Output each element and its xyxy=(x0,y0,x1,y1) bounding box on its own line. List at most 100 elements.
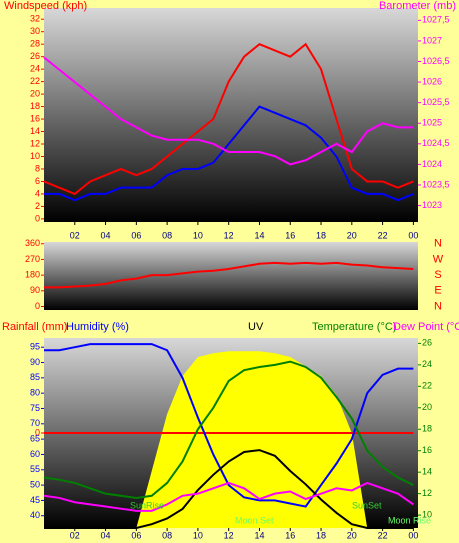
x-tick-label: 00 xyxy=(408,530,418,540)
x-tick-label: 20 xyxy=(347,230,357,240)
x-tick-label: 22 xyxy=(378,530,388,540)
y-tick-label: 270 xyxy=(25,254,40,264)
y2-tick-label: 20 xyxy=(422,402,432,412)
y-tick-label: 32 xyxy=(30,14,40,24)
annotation: Moon Rise xyxy=(388,515,431,525)
rain-tick-label: 0 xyxy=(35,427,40,437)
x-tick-label: 10 xyxy=(193,230,203,240)
y-tick-label: 0 xyxy=(35,301,40,311)
y-tick-label: 20 xyxy=(30,88,40,98)
barometer-label: Barometer (mb) xyxy=(379,0,456,12)
series-line xyxy=(43,56,414,166)
x-tick-label: 06 xyxy=(131,230,141,240)
y-tick-label: 75 xyxy=(30,403,40,413)
x-tick-label: 12 xyxy=(224,530,234,540)
y-tick-label: 45 xyxy=(30,495,40,505)
compass-label: S xyxy=(434,269,441,281)
y-tick-label: 4 xyxy=(35,188,40,198)
wind-label: Windspeed (kph) xyxy=(4,0,87,12)
panel-wind xyxy=(44,8,418,222)
x-tick-label: 22 xyxy=(378,230,388,240)
y2-tick-label: 1025 xyxy=(422,118,442,128)
y-tick-label: 28 xyxy=(30,39,40,49)
x-tick-label: 18 xyxy=(316,530,326,540)
y-tick-label: 90 xyxy=(30,357,40,367)
x-tick-label: 10 xyxy=(193,530,203,540)
series-label: Humidity (%) xyxy=(66,321,129,333)
x-tick-label: 12 xyxy=(224,230,234,240)
y-tick-label: 30 xyxy=(30,26,40,36)
y-tick-label: 90 xyxy=(30,285,40,295)
y2-tick-label: 24 xyxy=(422,359,432,369)
panel-direction xyxy=(44,242,418,310)
y2-tick-label: 12 xyxy=(422,488,432,498)
y2-tick-label: 1024 xyxy=(422,159,442,169)
series-line xyxy=(43,481,414,512)
y-tick-label: 360 xyxy=(25,238,40,248)
x-tick-label: 04 xyxy=(101,530,111,540)
y-tick-label: 14 xyxy=(30,126,40,136)
series-line xyxy=(43,360,414,499)
series-line xyxy=(43,42,414,196)
y2-tick-label: 1023,5 xyxy=(422,179,450,189)
y2-tick-label: 1025,5 xyxy=(422,97,450,107)
series-line xyxy=(44,105,414,202)
x-tick-label: 02 xyxy=(70,530,80,540)
y-tick-label: 0 xyxy=(35,213,40,223)
x-tick-label: 00 xyxy=(408,230,418,240)
x-tick-label: 04 xyxy=(101,230,111,240)
y2-tick-label: 16 xyxy=(422,445,432,455)
series-label: UV xyxy=(248,321,264,333)
compass-label: N xyxy=(434,300,442,312)
y2-tick-label: 1024,5 xyxy=(422,138,450,148)
y2-tick-label: 26 xyxy=(422,338,432,348)
y-tick-label: 24 xyxy=(30,64,40,74)
y2-tick-label: 1027 xyxy=(422,35,442,45)
y-tick-label: 6 xyxy=(35,176,40,186)
x-tick-label: 14 xyxy=(254,230,264,240)
compass-label: W xyxy=(433,253,444,265)
x-tick-label: 08 xyxy=(162,230,172,240)
y2-tick-label: 18 xyxy=(422,424,432,434)
compass-label: E xyxy=(434,285,441,297)
y-tick-label: 50 xyxy=(30,479,40,489)
y-tick-label: 10 xyxy=(30,151,40,161)
annotation: SunSet xyxy=(352,500,382,510)
y2-tick-label: 1023 xyxy=(422,200,442,210)
y-tick-label: 12 xyxy=(30,138,40,148)
compass-label: N xyxy=(434,238,442,250)
series-line xyxy=(44,343,414,508)
y-tick-label: 2 xyxy=(35,201,40,211)
y-tick-label: 55 xyxy=(30,464,40,474)
series-line xyxy=(44,261,414,289)
y-tick-label: 8 xyxy=(35,163,40,173)
y2-tick-label: 1027,5 xyxy=(422,15,450,25)
x-tick-label: 16 xyxy=(285,230,295,240)
x-tick-label: 14 xyxy=(254,530,264,540)
y-tick-label: 70 xyxy=(30,418,40,428)
x-tick-label: 06 xyxy=(131,530,141,540)
y-tick-label: 65 xyxy=(30,434,40,444)
series-label: Temperature (°C) xyxy=(312,321,396,333)
series-label: Dew Point (°C) xyxy=(393,321,459,333)
y-tick-label: 180 xyxy=(25,270,40,280)
y-tick-label: 85 xyxy=(30,372,40,382)
y2-tick-label: 1026 xyxy=(422,76,442,86)
y2-tick-label: 1026,5 xyxy=(422,56,450,66)
annotation: Moon Set xyxy=(235,515,274,525)
y-tick-label: 26 xyxy=(30,51,40,61)
y2-tick-label: 22 xyxy=(422,381,432,391)
x-tick-label: 20 xyxy=(347,530,357,540)
y-tick-label: 80 xyxy=(30,388,40,398)
series-label: Rainfall (mm) xyxy=(2,321,67,333)
y2-tick-label: 10 xyxy=(422,509,432,519)
x-tick-label: 18 xyxy=(316,230,326,240)
y-tick-label: 18 xyxy=(30,101,40,111)
series-line xyxy=(44,449,414,529)
y-tick-label: 95 xyxy=(30,342,40,352)
x-tick-label: 08 xyxy=(162,530,172,540)
y-tick-label: 60 xyxy=(30,449,40,459)
x-tick-label: 02 xyxy=(70,230,80,240)
annotation: SunRise xyxy=(130,500,164,510)
